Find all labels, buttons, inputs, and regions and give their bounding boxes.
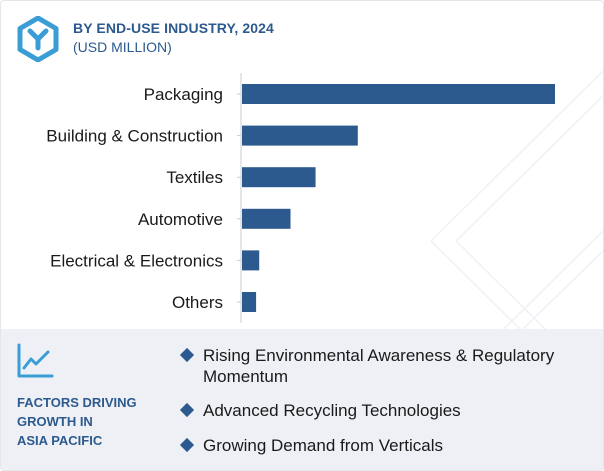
factor-text: Growing Demand from Verticals: [203, 436, 443, 455]
category-label: Textiles: [166, 168, 223, 187]
diamond-bullet-icon: [179, 402, 195, 418]
chart-subtitle: (USD MILLION): [73, 39, 172, 55]
factor-text: Advanced Recycling Technologies: [203, 401, 461, 420]
bar: [242, 167, 316, 188]
factor-item: Advanced Recycling Technologies: [179, 400, 601, 421]
bar: [242, 125, 358, 146]
factors-title-line-2: GROWTH IN: [17, 414, 93, 429]
factor-item: Rising Environmental Awareness & Regulat…: [179, 345, 601, 387]
factors-panel: FACTORS DRIVING GROWTH IN ASIA PACIFIC R…: [1, 329, 603, 470]
chart-title: BY END-USE INDUSTRY, 2024: [73, 20, 274, 36]
category-label: Packaging: [144, 85, 223, 104]
bar: [242, 208, 291, 229]
category-label: Electrical & Electronics: [50, 251, 223, 270]
bar: [242, 250, 260, 271]
line-chart-icon: [17, 343, 54, 378]
hexagon-y-logo-icon: [17, 16, 59, 62]
diamond-bullet-icon: [179, 437, 195, 453]
factors-title: FACTORS DRIVING GROWTH IN ASIA PACIFIC: [17, 393, 167, 450]
bar: [242, 292, 257, 312]
category-label: Building & Construction: [46, 127, 223, 146]
diamond-bullet-icon: [179, 347, 195, 363]
category-label: Others: [172, 293, 223, 312]
factors-title-line-1: FACTORS DRIVING: [17, 395, 137, 410]
factor-item: Growing Demand from Verticals: [179, 435, 601, 456]
bar-chart: Packaging Building & Construction Textiles…: [46, 73, 555, 323]
factor-text: Rising Environmental Awareness & Regulat…: [203, 346, 555, 386]
bar: [242, 84, 555, 104]
category-label: Automotive: [138, 210, 223, 229]
factors-title-line-3: ASIA PACIFIC: [17, 433, 103, 448]
